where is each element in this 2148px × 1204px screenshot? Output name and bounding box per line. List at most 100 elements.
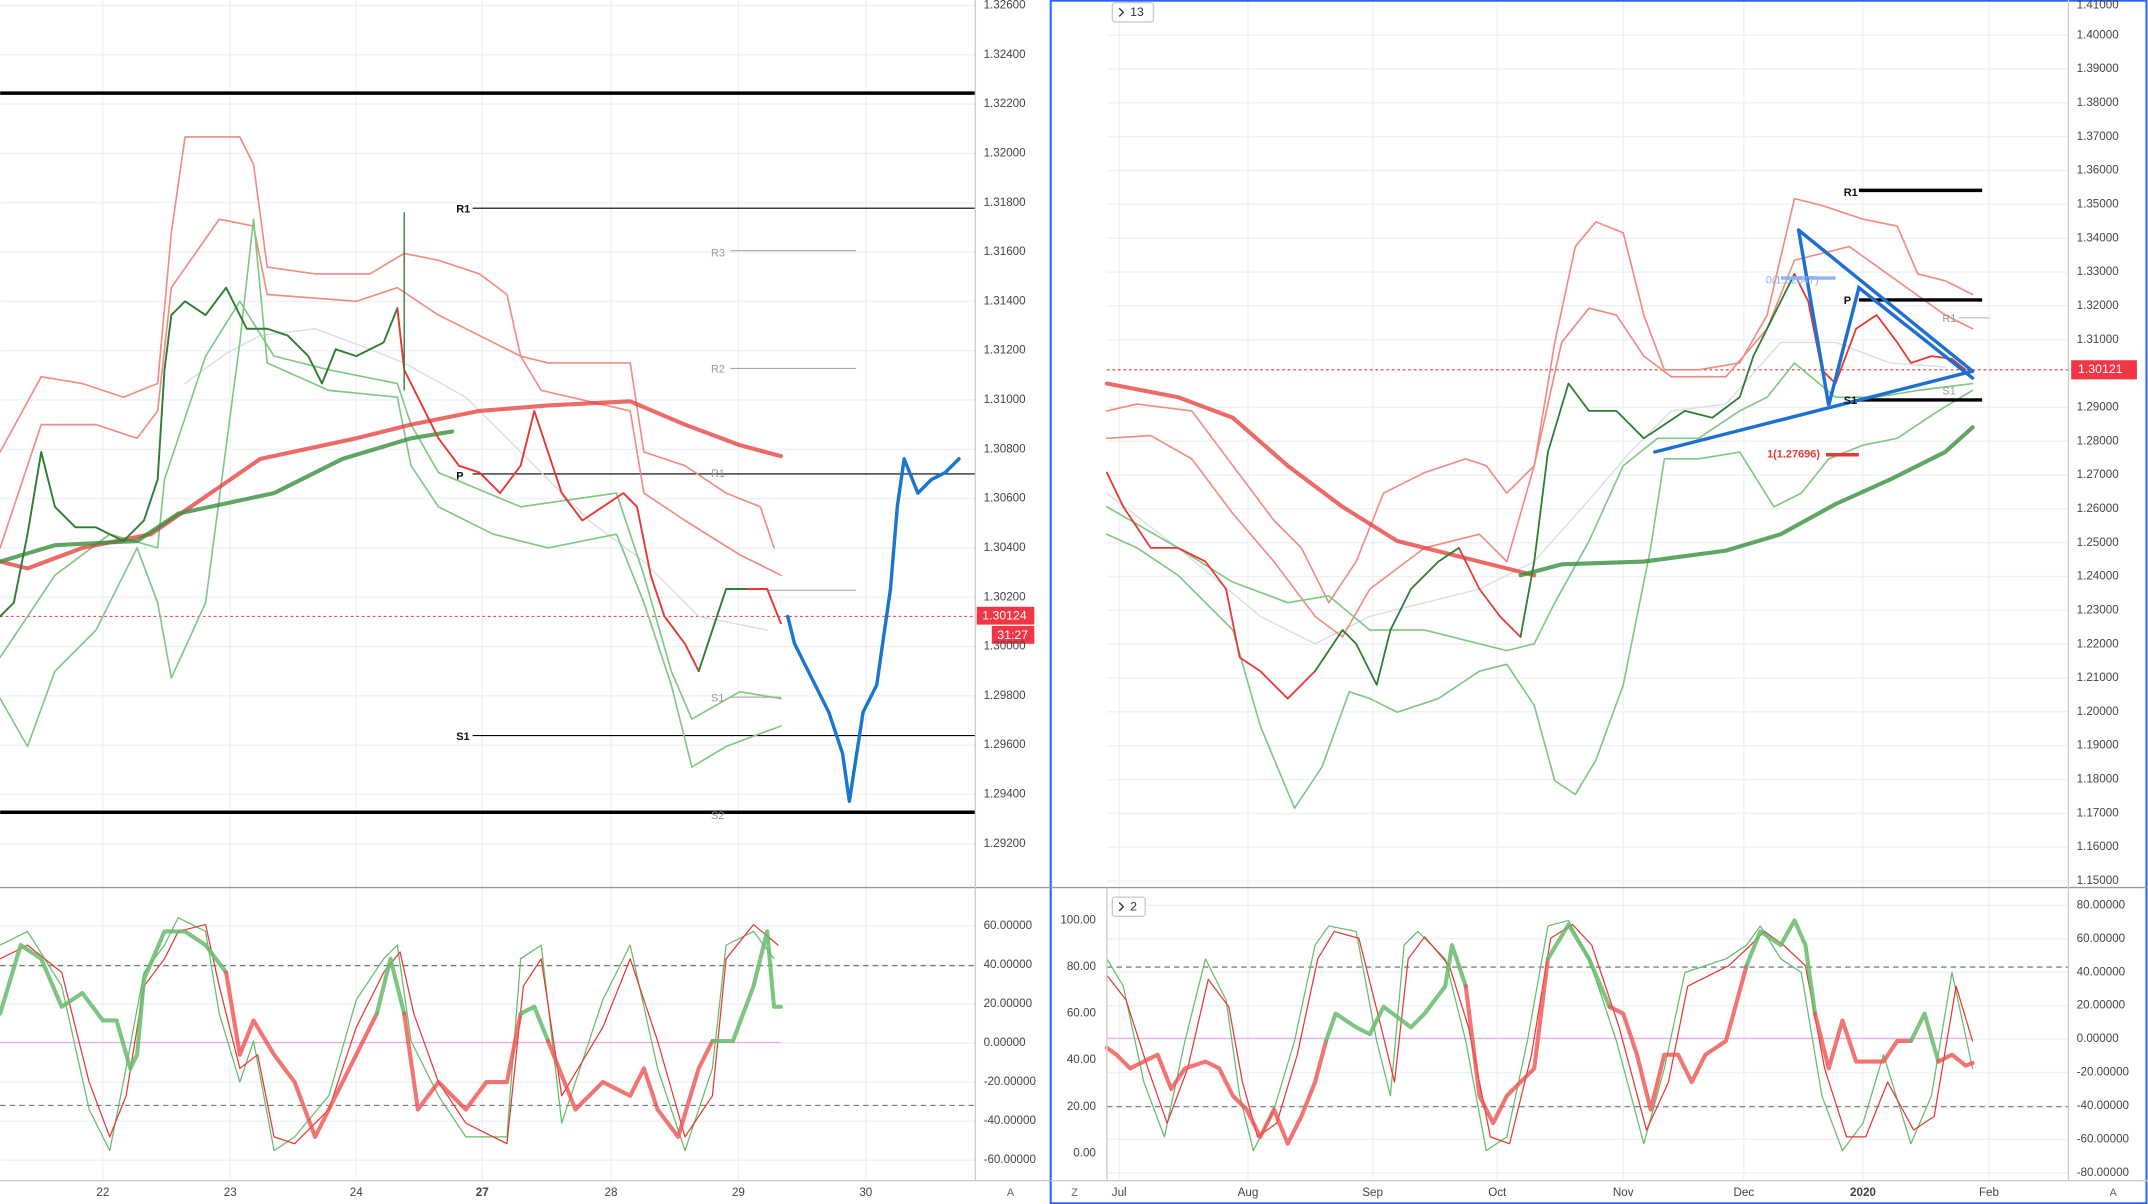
axis-label: 60.00000 (2077, 932, 2126, 945)
moving-average (1518, 425, 1975, 578)
oscillator-line (1908, 1011, 1941, 1064)
axis-label: 1.39000 (2077, 62, 2120, 75)
axis-label: 30 (859, 1186, 872, 1199)
axis-label: -80.00000 (2077, 1166, 2130, 1179)
moving-average (0, 429, 455, 564)
axis-label: 1.19000 (2077, 739, 2120, 752)
axis-label: 20.00 (1067, 1100, 1097, 1113)
axis-label: 100.00 (1060, 914, 1096, 927)
axis-label: Oct (1488, 1186, 1507, 1199)
axis-label: 1.30200 (984, 590, 1027, 603)
axis-label: 1.24000 (2077, 570, 2120, 583)
axis-label: 1.30800 (984, 442, 1027, 455)
axis-label: 1.30400 (984, 541, 1027, 554)
signal-line (0, 923, 779, 1145)
axis-label: 1.31400 (984, 294, 1027, 307)
axis-label: 40.00000 (984, 958, 1033, 971)
upper-band (1106, 197, 1974, 604)
timezone-button[interactable]: Z (1071, 1187, 1078, 1199)
axis-label: 1.34000 (2077, 231, 2120, 244)
axis-label: -60.00000 (984, 1153, 1037, 1166)
right-price-pane: R1 P S1 R1 S1 0(1.32847) 1(1.27696) 13 (1104, 2, 2069, 809)
price-tag (2071, 360, 2137, 380)
axis-label: 0.00 (1073, 1146, 1096, 1159)
price-series (0, 286, 399, 618)
axis-label: 40.00 (1067, 1053, 1097, 1066)
oscillator-line (1545, 922, 1612, 1009)
level-label: S1 (1942, 386, 1955, 398)
axis-label: 1.16000 (2077, 840, 2120, 853)
oscillator-line (710, 929, 783, 1044)
level-label: S2 (711, 810, 724, 822)
axis-label: Dec (1733, 1186, 1754, 1199)
countdown-text: 31:27 (997, 628, 1028, 642)
signal-line (1106, 923, 1974, 1145)
axis-label: 1.37000 (2077, 130, 2120, 143)
axis-label: 1.25000 (2077, 536, 2120, 549)
axis-label: 1.27000 (2077, 468, 2120, 481)
axis-label: 1.29200 (984, 837, 1027, 850)
axis-label: 1.15000 (2077, 874, 2120, 887)
axis-label: 29 (732, 1186, 745, 1199)
pane-badge-text: 13 (1130, 5, 1144, 19)
left-price-pane: R1 R3 R2 R1 P S1 S1 S2 (0, 91, 976, 822)
axis-label: 1.29000 (2077, 400, 2120, 413)
oscillator-line (374, 956, 407, 1016)
level-label: R2 (711, 364, 725, 376)
axis-label: -20.00000 (984, 1075, 1037, 1088)
axis-label: 80.00000 (2077, 898, 2126, 911)
oscillator-line (1607, 963, 1749, 1112)
axis-label: 1.32600 (984, 0, 1027, 12)
axis-label: 1.30600 (984, 492, 1027, 505)
axis-labels: 1.32600 1.32400 1.32200 1.32000 1.31800 1.316… (96, 0, 2129, 1199)
auto-scale-button[interactable]: A (2110, 1187, 2118, 1199)
fib-label: 1(1.27696) (1767, 449, 1820, 461)
level-label: S1 (1844, 395, 1857, 407)
pane-badge[interactable] (1111, 2, 1155, 23)
axis-label: 1.18000 (2077, 773, 2120, 786)
axis-label: 1.36000 (2077, 164, 2120, 177)
level-label: P (456, 471, 463, 483)
right-oscillator-pane: 2 (1050, 886, 2148, 1152)
trend-line (1796, 228, 1975, 373)
oscillator-line (1104, 1038, 1329, 1146)
left-oscillator-pane (0, 886, 1050, 1152)
axis-label: 1.20000 (2077, 705, 2120, 718)
moving-average (1106, 341, 1946, 645)
axis-label: 1.32400 (984, 48, 1027, 61)
axis-label: 1.40000 (2077, 28, 2120, 41)
pane-badge[interactable] (1111, 896, 1146, 918)
axis-label: 1.38000 (2077, 96, 2120, 109)
axis-label: 27 (476, 1186, 489, 1199)
axis-label: 2020 (1850, 1186, 1876, 1199)
price-series (745, 588, 782, 625)
right-axes: 1.30121 Z A (1050, 0, 2148, 1199)
axis-label: 1.33000 (2077, 265, 2120, 278)
projection-bars (786, 457, 961, 804)
axis-label: 1.21000 (2077, 671, 2120, 684)
auto-scale-button[interactable]: A (1007, 1187, 1015, 1199)
oscillator-line (545, 1038, 715, 1139)
axis-label: 1.31000 (984, 393, 1027, 406)
axis-label: Aug (1238, 1186, 1259, 1199)
price-tag (976, 606, 1035, 625)
axis-label: 80.00 (1067, 960, 1097, 973)
upper-band (0, 136, 775, 549)
lower-band (0, 300, 782, 720)
countdown-tag (991, 625, 1035, 644)
level-label: P (1844, 295, 1851, 307)
moving-average (0, 399, 783, 571)
level-label: R1 (711, 468, 725, 480)
price-series (1458, 547, 1522, 638)
oscillator-line (1463, 956, 1550, 1126)
axis-label: -60.00000 (2077, 1132, 2130, 1145)
axis-label: 1.31600 (984, 245, 1027, 258)
axis-label: 1.41000 (2077, 0, 2120, 12)
axis-label: 1.23000 (2077, 603, 2120, 616)
axis-label: 1.28000 (2077, 434, 2120, 447)
axis-label: 0.00000 (984, 1036, 1027, 1049)
pane-badge-text: 2 (1130, 900, 1137, 914)
trend-line (1796, 228, 1975, 406)
